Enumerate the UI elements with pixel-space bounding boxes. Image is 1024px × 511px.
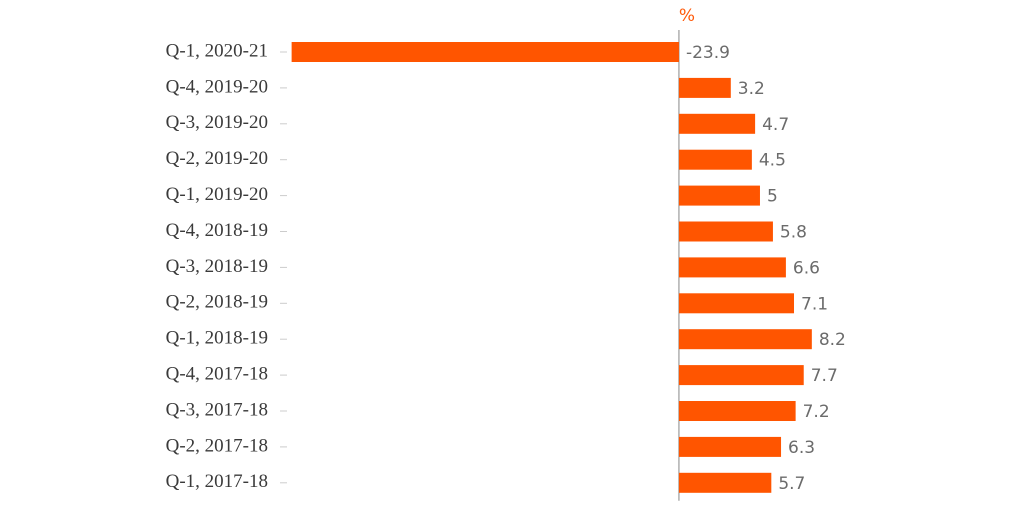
bar — [678, 401, 796, 421]
y-tick-label: Q-3, 2017-18 — [166, 399, 268, 420]
value-label: 6.6 — [793, 258, 820, 278]
y-tick-label: Q-3, 2019-20 — [166, 112, 268, 133]
y-tick-label: Q-1, 2020-21 — [166, 40, 268, 61]
value-label: 7.1 — [801, 294, 828, 314]
bar — [291, 42, 679, 62]
value-label: 5 — [767, 187, 778, 207]
bar — [678, 221, 773, 242]
y-tick-label: Q-4, 2018-19 — [166, 220, 268, 241]
y-tick-label: Q-1, 2019-20 — [166, 184, 268, 205]
y-tick-label: Q-3, 2018-19 — [166, 256, 268, 277]
y-tick-label: Q-2, 2018-19 — [166, 292, 268, 313]
value-label: 4.7 — [762, 115, 789, 135]
axis-unit-label: % — [679, 6, 695, 26]
value-label: -23.9 — [686, 43, 730, 63]
y-tick-label: Q-1, 2017-18 — [166, 471, 268, 492]
value-label: 8.2 — [819, 330, 846, 350]
y-tick-label: Q-4, 2019-20 — [166, 76, 268, 97]
y-tick-label: Q-2, 2019-20 — [166, 148, 268, 169]
y-tick-label: Q-2, 2017-18 — [166, 435, 268, 456]
bar — [678, 436, 782, 457]
value-label: 3.2 — [738, 79, 765, 99]
bar — [678, 329, 812, 350]
value-label: 7.2 — [803, 402, 830, 422]
bar — [678, 185, 760, 206]
bar — [678, 293, 795, 314]
value-label: 6.3 — [788, 438, 815, 458]
y-tick-label: Q-4, 2017-18 — [166, 363, 268, 384]
bar — [678, 113, 756, 134]
value-label: 5.8 — [780, 223, 807, 243]
bar — [678, 472, 772, 493]
bar — [678, 77, 731, 98]
y-tick-label: Q-1, 2018-19 — [166, 328, 268, 349]
bar — [678, 365, 804, 386]
value-label: 5.7 — [778, 474, 805, 494]
bar — [678, 149, 752, 170]
bar — [678, 257, 786, 278]
value-label: 7.7 — [811, 366, 838, 386]
value-label: 4.5 — [759, 151, 786, 171]
